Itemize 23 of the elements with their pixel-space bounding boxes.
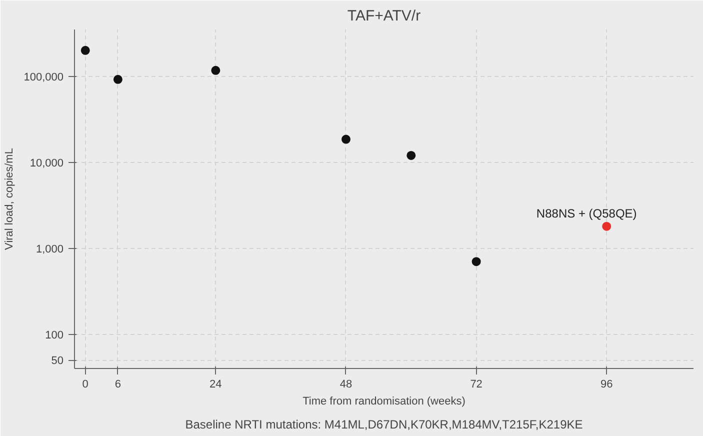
point — [341, 134, 350, 144]
point — [472, 257, 481, 266]
x-tick-label: 6 — [114, 378, 122, 390]
chart-title: TAF+ATV/r — [347, 8, 421, 24]
x-tick-label: 96 — [600, 378, 613, 390]
point — [113, 74, 122, 84]
annotation: N88NS + (Q58QE) — [536, 206, 637, 220]
point — [602, 222, 612, 231]
y-tick-label: 50 — [51, 355, 64, 368]
point — [406, 150, 416, 160]
y-tick-label: 100 — [45, 329, 64, 342]
x-tick-label: 0 — [82, 378, 88, 390]
x-tick-label: 24 — [210, 378, 222, 390]
y-tick-label: 100,000 — [24, 71, 64, 84]
y-tick-label: 1,000 — [36, 243, 64, 256]
y-tick-label: 10,000 — [30, 157, 64, 170]
text: Baseline NRTI mutations: M41ML,D67DN,K70KR,M184MV,T215F,K219KE — [185, 418, 583, 432]
point — [211, 66, 220, 75]
y-axis-title: Viral load, copies/mL — [4, 148, 16, 250]
x-tick-label: 48 — [340, 378, 352, 390]
point — [80, 46, 90, 55]
x-tick-label: 72 — [470, 378, 482, 390]
x-axis-title: Time from randomisation (weeks) — [302, 396, 466, 408]
